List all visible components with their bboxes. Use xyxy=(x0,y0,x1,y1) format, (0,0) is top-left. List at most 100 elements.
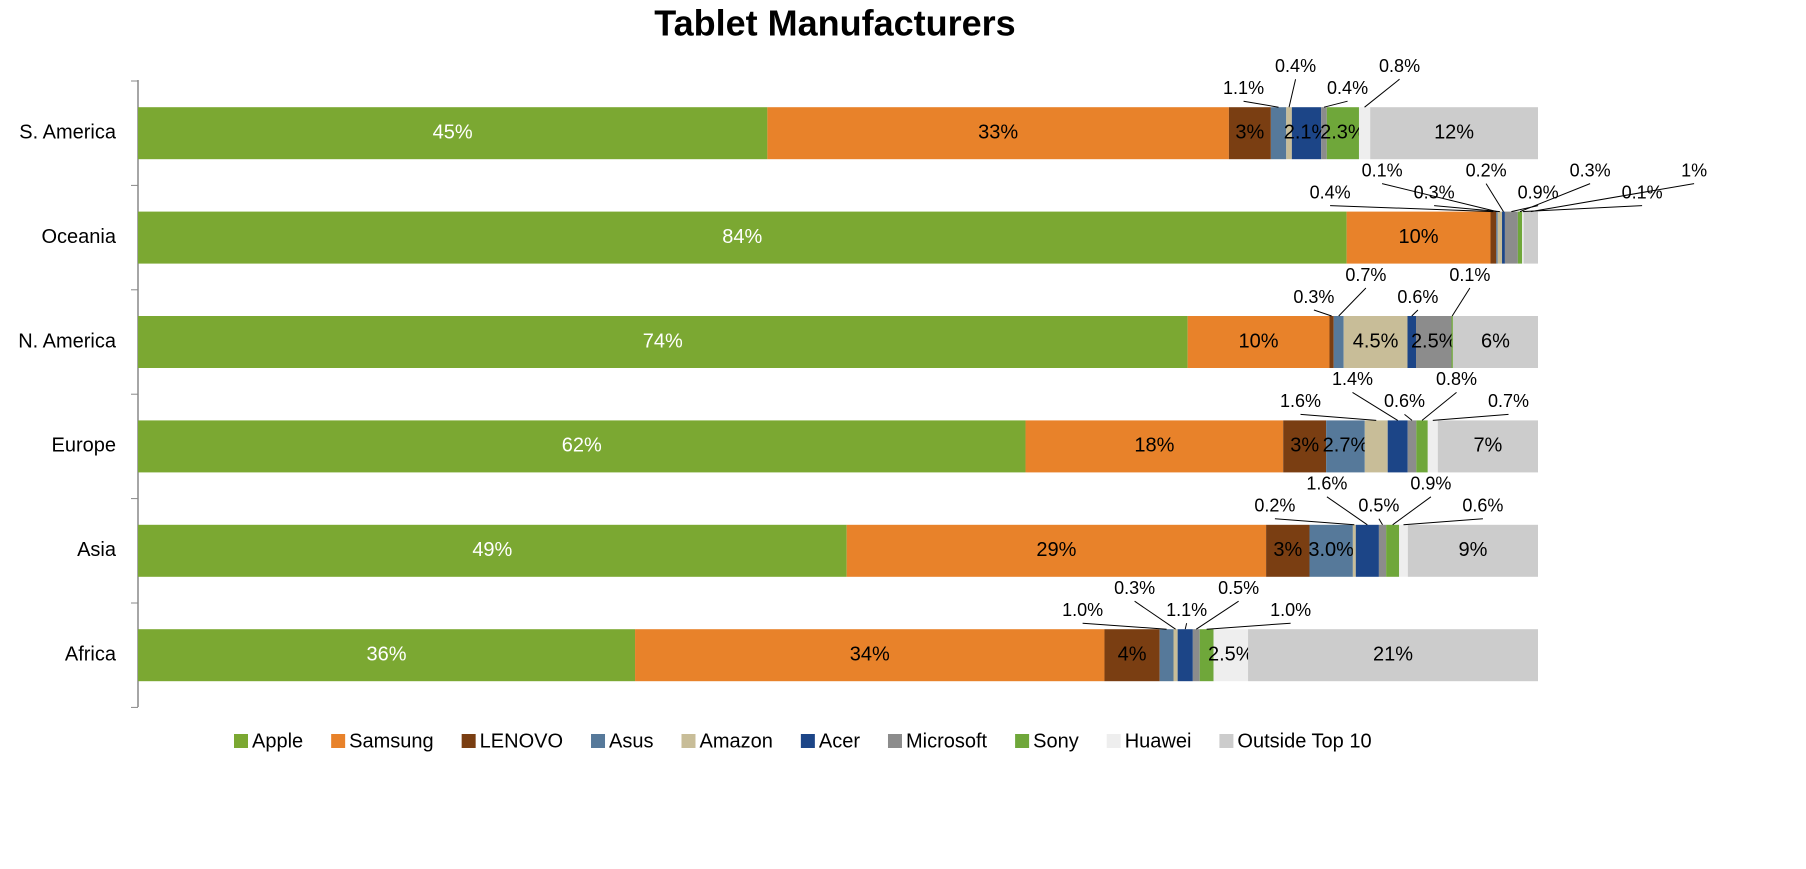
bar-segment xyxy=(1364,420,1388,473)
bar-segment xyxy=(1270,107,1287,160)
bar-segment xyxy=(1523,211,1538,264)
bar-segment xyxy=(1427,420,1438,473)
data-label: 0.8% xyxy=(1436,369,1477,389)
leader-line xyxy=(1323,100,1348,108)
bar-segment xyxy=(1326,107,1359,160)
data-label: 0.3% xyxy=(1414,182,1455,202)
bar-segment xyxy=(1291,107,1322,160)
data-label: 7% xyxy=(1473,435,1502,457)
bar-segment xyxy=(1192,629,1200,682)
bar-segment xyxy=(1343,316,1408,368)
data-label: 0.3% xyxy=(1293,287,1334,307)
bar-segment xyxy=(1452,316,1538,368)
category-label: Asia xyxy=(77,539,117,561)
legend-swatch xyxy=(591,734,606,748)
bar-segment xyxy=(1378,524,1387,577)
bar-segment xyxy=(1173,629,1178,682)
legend-swatch xyxy=(681,734,696,748)
bar-segment xyxy=(1502,211,1505,264)
category-label: Africa xyxy=(65,643,117,665)
data-label: 62% xyxy=(562,435,602,457)
data-label: 18% xyxy=(1134,435,1174,457)
data-label: 0.3% xyxy=(1114,578,1155,598)
data-label: 74% xyxy=(643,330,683,352)
bar-segment xyxy=(1358,107,1371,160)
data-label: 0.3% xyxy=(1570,160,1611,180)
bar-segment xyxy=(1329,316,1334,368)
leader-line xyxy=(1326,496,1368,526)
chart-title: Tablet Manufacturers xyxy=(654,3,1015,44)
bar-segment xyxy=(1333,316,1344,368)
data-label: 0.5% xyxy=(1358,496,1399,516)
bar-segment xyxy=(1199,629,1214,682)
bar-segment xyxy=(138,524,847,577)
leader-line xyxy=(1378,518,1383,526)
data-label: 2.7% xyxy=(1323,435,1369,457)
data-label: 0.1% xyxy=(1449,265,1490,285)
data-label: 3% xyxy=(1235,121,1264,143)
bar-segment xyxy=(1407,316,1417,368)
bar-segment xyxy=(1159,629,1174,682)
data-label: 3% xyxy=(1290,435,1319,457)
bar-segment xyxy=(1490,211,1497,264)
data-label: 6% xyxy=(1481,330,1510,352)
data-label: 2.5% xyxy=(1411,330,1457,352)
data-label: 0.6% xyxy=(1384,391,1425,411)
data-label: 33% xyxy=(978,121,1018,143)
bar-segment xyxy=(1416,316,1452,368)
leader-line xyxy=(1206,622,1291,630)
leader-line xyxy=(1243,100,1279,108)
bar-segment xyxy=(1407,524,1538,577)
leader-line xyxy=(1330,205,1494,213)
data-label: 0.5% xyxy=(1218,578,1259,598)
bar-segment xyxy=(1104,629,1160,682)
leader-line xyxy=(1411,309,1419,317)
data-label: 0.7% xyxy=(1488,391,1529,411)
bar-segment xyxy=(1407,420,1417,473)
data-label: 2.3% xyxy=(1320,121,1366,143)
leader-line xyxy=(1392,496,1432,526)
data-label: 1.6% xyxy=(1280,391,1321,411)
leader-line xyxy=(1338,287,1367,317)
data-label: 12% xyxy=(1434,121,1474,143)
legend-label: Acer xyxy=(819,730,860,752)
bar-segment xyxy=(138,316,1188,368)
data-label: 9% xyxy=(1458,539,1487,561)
data-label: 10% xyxy=(1399,226,1439,248)
leader-line xyxy=(1434,205,1500,213)
data-label: 4.5% xyxy=(1353,330,1399,352)
data-label: 2.1% xyxy=(1284,121,1330,143)
data-label: 34% xyxy=(850,643,890,665)
data-label: 29% xyxy=(1036,539,1076,561)
bar-segment xyxy=(846,524,1267,577)
leader-line xyxy=(1300,413,1377,421)
leader-line xyxy=(1485,183,1504,212)
leader-line xyxy=(1522,205,1643,213)
bar-segment xyxy=(1248,629,1538,682)
leader-line xyxy=(1274,518,1355,526)
data-label: 3.0% xyxy=(1308,539,1354,561)
data-label: 3% xyxy=(1273,539,1302,561)
legend-swatch xyxy=(1219,734,1234,748)
legend-swatch xyxy=(461,734,476,748)
data-label: 0.4% xyxy=(1327,78,1368,98)
bar-segment xyxy=(1504,211,1518,264)
bar-segment xyxy=(1416,420,1428,473)
data-label: 0.4% xyxy=(1310,182,1351,202)
data-label: 84% xyxy=(722,226,762,248)
bar-segment xyxy=(138,107,768,160)
legend-label: LENOVO xyxy=(480,730,563,752)
bar-segment xyxy=(1437,420,1538,473)
data-label: 1.0% xyxy=(1062,600,1103,620)
bar-segment xyxy=(138,211,1347,264)
data-label: 0.2% xyxy=(1466,160,1507,180)
category-label: Oceania xyxy=(42,226,117,248)
category-label: S. America xyxy=(19,121,117,143)
bar-segment xyxy=(635,629,1105,682)
bar-segment xyxy=(1386,524,1400,577)
bar-segment xyxy=(1352,524,1356,577)
legend-label: Outside Top 10 xyxy=(1237,730,1371,752)
bar-segment xyxy=(1283,420,1327,473)
data-label: 0.8% xyxy=(1379,56,1420,76)
